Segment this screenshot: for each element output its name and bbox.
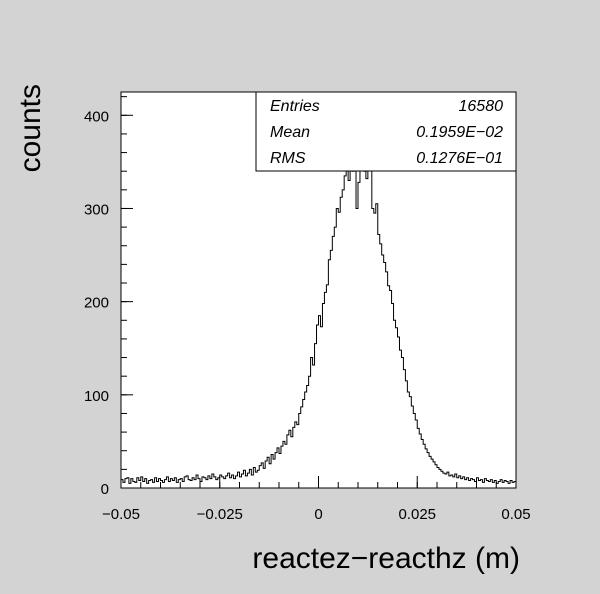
x-tick-label: 0 — [314, 506, 322, 523]
x-axis-title: reactez−reacthz (m) — [252, 542, 520, 575]
stats-rms-label: RMS — [270, 150, 306, 167]
stats-rms-value: 0.1276E−01 — [416, 150, 503, 167]
x-axis: −0.05 −0.025 0 0.025 0.05 — [102, 476, 531, 523]
y-tick-label: 100 — [84, 388, 109, 405]
y-tick-label: 400 — [84, 108, 109, 125]
x-tick-label: 0.025 — [398, 506, 436, 523]
y-axis-title: counts — [14, 84, 47, 172]
stats-entries-value: 16580 — [459, 98, 504, 115]
y-tick-label: 200 — [84, 295, 109, 312]
stats-mean-value: 0.1959E−02 — [416, 124, 503, 141]
x-tick-label: −0.025 — [197, 506, 243, 523]
y-tick-label: 0 — [101, 481, 109, 498]
stats-box: Entries 16580 Mean 0.1959E−02 RMS 0.1276… — [255, 91, 517, 172]
y-axis: 0 100 200 300 400 — [84, 96, 133, 498]
stats-entries-label: Entries — [270, 98, 320, 115]
x-tick-label: 0.05 — [501, 506, 530, 523]
stats-box-frame — [255, 91, 517, 172]
x-tick-label: −0.05 — [102, 506, 140, 523]
y-tick-label: 300 — [84, 201, 109, 218]
stats-mean-label: Mean — [270, 124, 310, 141]
histogram-outline — [121, 138, 516, 484]
